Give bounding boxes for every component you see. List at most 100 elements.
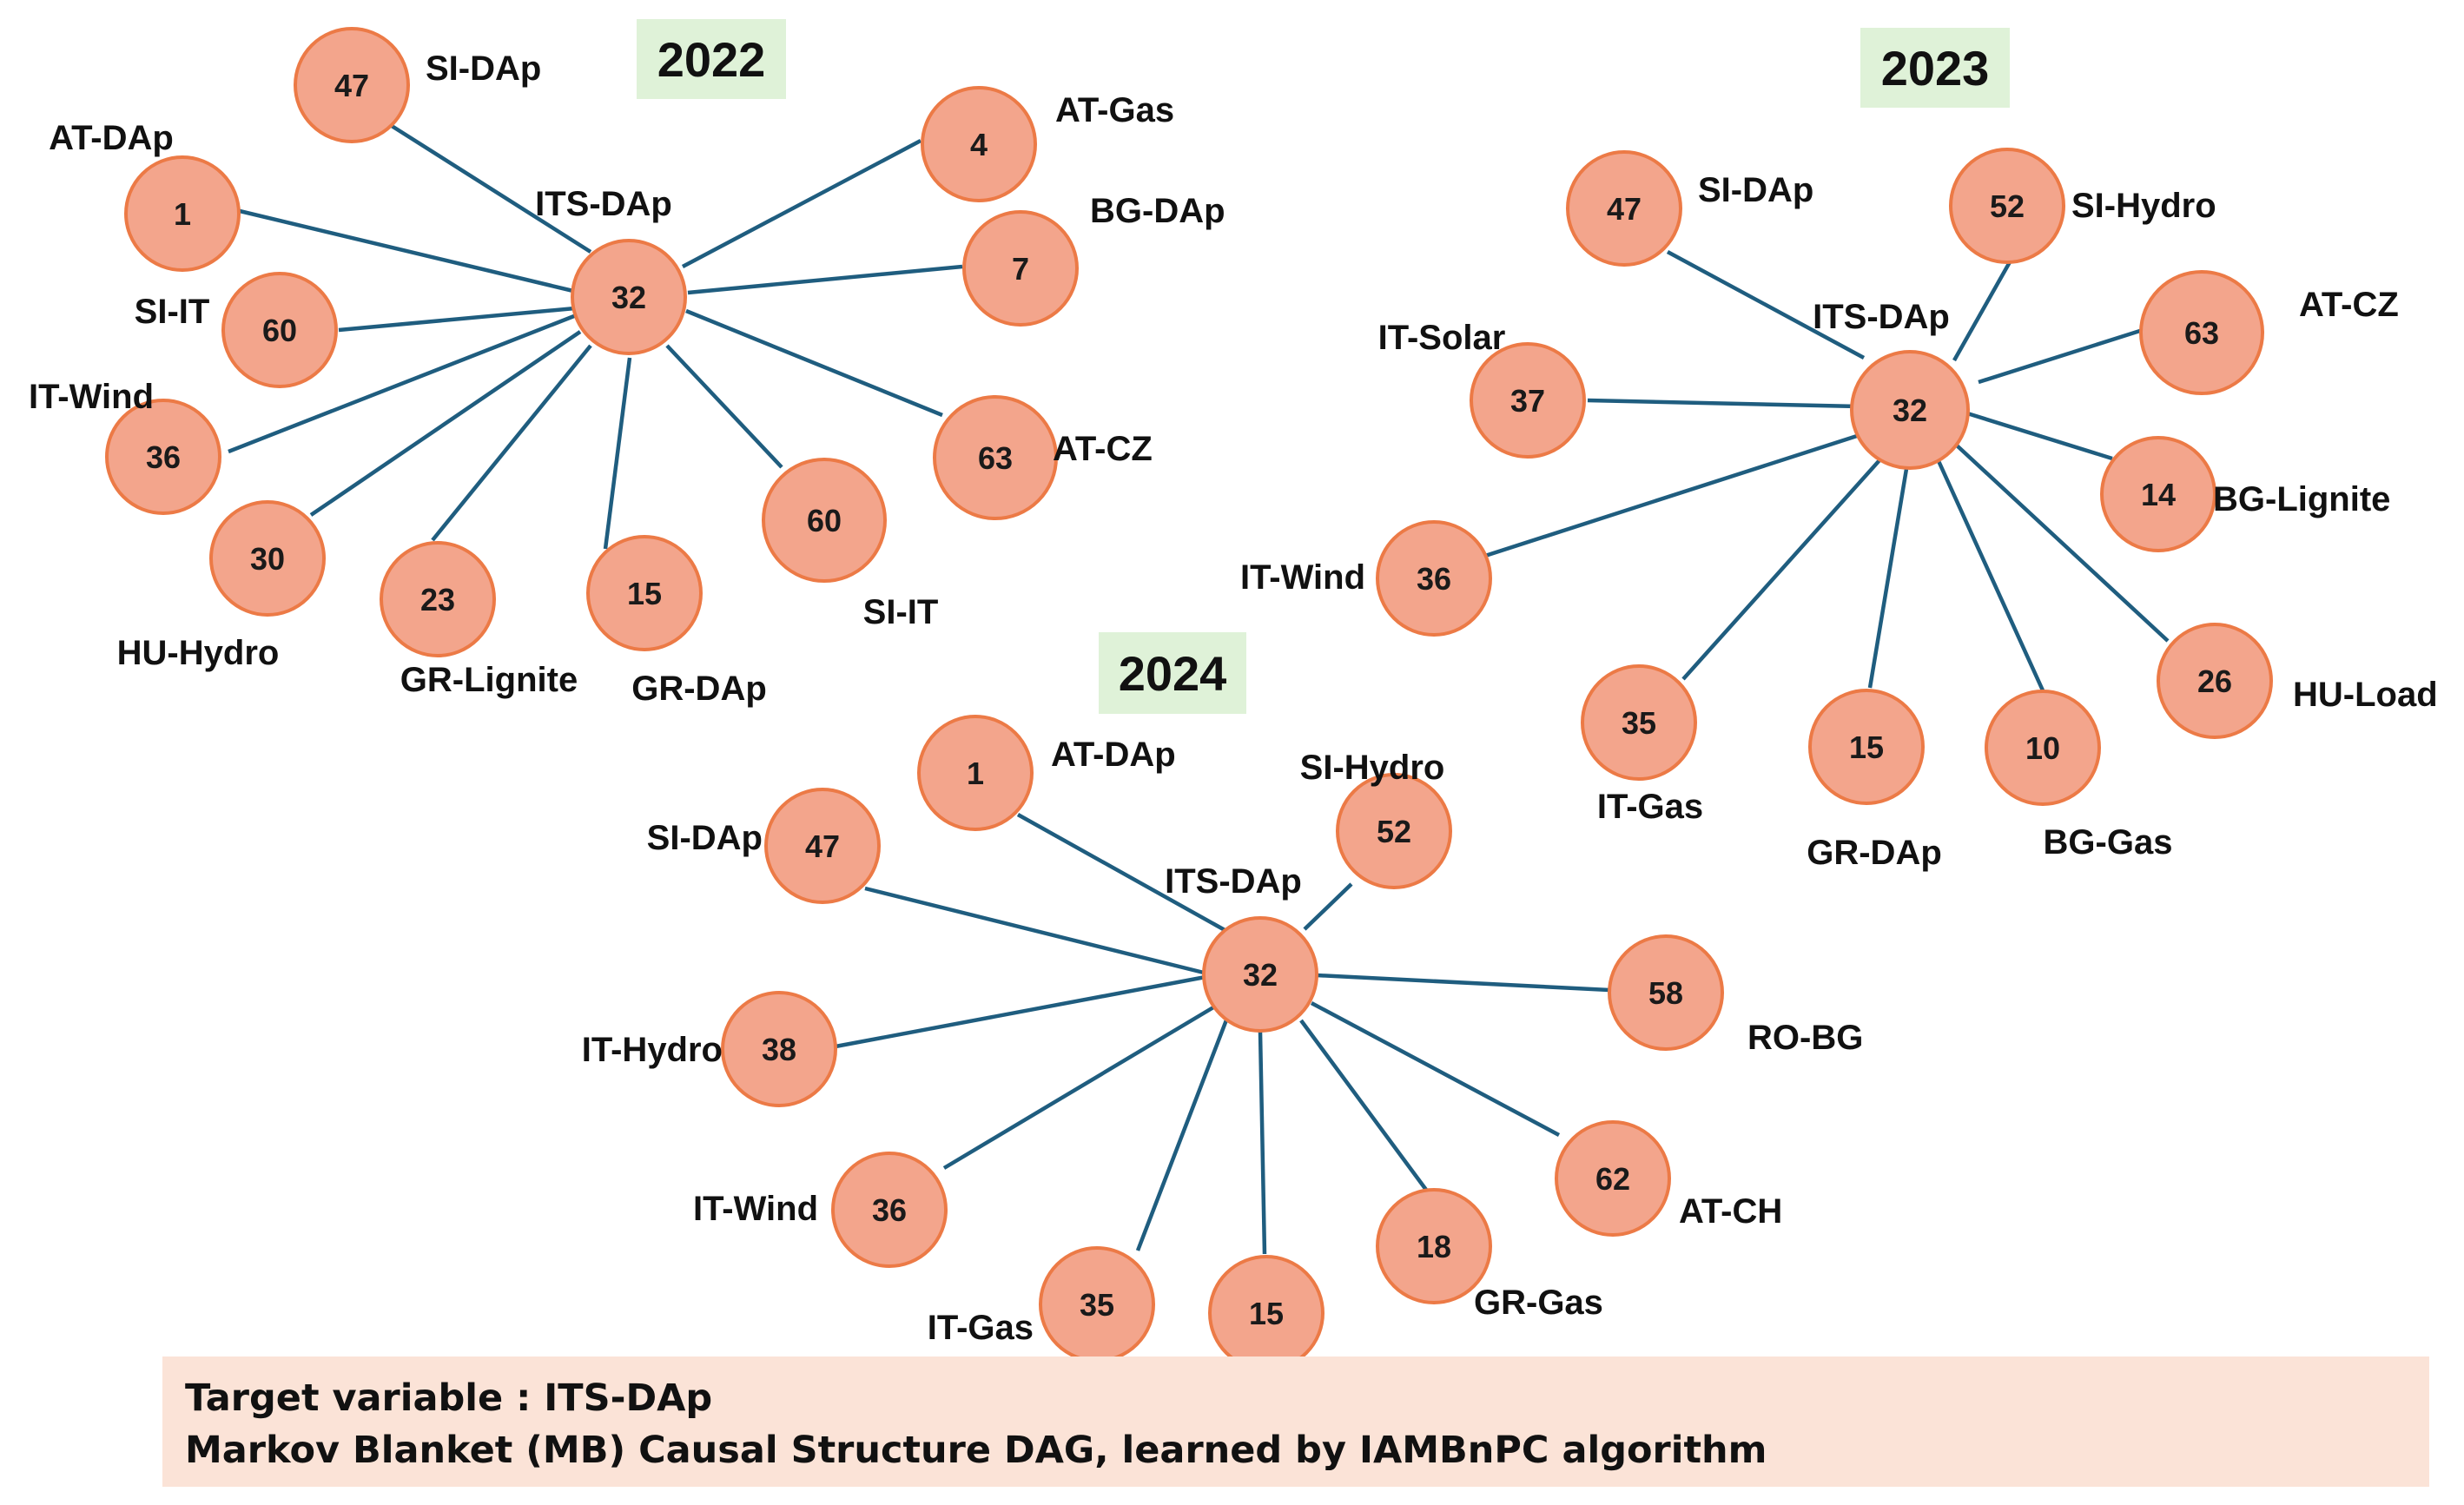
node-2023-bg-lignite-id: 14 (2141, 477, 2176, 512)
node-2022-at-dap: 1 (124, 155, 241, 272)
node-2022-it-wind: 36 (105, 399, 221, 515)
node-2024-it-wind-circle (831, 1152, 948, 1268)
node-2024-it-gas-id: 35 (1080, 1287, 1114, 1323)
node-2024-gr-gas-id: 18 (1417, 1229, 1451, 1264)
node-2022-gr-lignite: 23 (380, 541, 496, 657)
edge-2022-bg-dap-to-center (687, 264, 963, 295)
node-2024-si-hydro-id: 52 (1377, 814, 1411, 849)
node-2023-si-dap: 47 (1566, 150, 1682, 267)
caption-box: Target variable : ITS-DAp Markov Blanket… (162, 1356, 2429, 1487)
node-2023-it-solar: 37 (1470, 342, 1586, 459)
node-2024-it-wind-label: IT-Wind (693, 1190, 818, 1228)
node-2024-at-dap-id: 1 (967, 756, 984, 791)
node-2023-it-wind-label: IT-Wind (1240, 558, 1365, 597)
edge-2023-it-solar-to-center (1587, 398, 1860, 409)
node-2023-si-hydro: 52 (1949, 148, 2065, 264)
edge-2022-it-wind-to-center (228, 312, 579, 454)
edge-2023-at-cz-to-center (1978, 327, 2144, 385)
edge-2022-hu-hydro-to-center (309, 330, 582, 517)
node-2022-at-dap-circle (124, 155, 241, 272)
node-2023-it-solar-id: 37 (1510, 383, 1545, 419)
node-2022-at-dap-id: 1 (174, 196, 191, 232)
node-2024-ro-bg-label: RO-BG (1747, 1019, 1863, 1057)
node-2023-gr-dap-label: GR-DAp (1807, 834, 1942, 872)
node-2023-at-cz-circle (2139, 270, 2264, 395)
node-2022-si-it-label: SI-IT (863, 593, 939, 631)
center-node-2022-label: ITS-DAp (535, 185, 672, 223)
node-2023-hu-load: 26 (2157, 623, 2273, 739)
node-2023-gr-dap-id: 15 (1849, 729, 1884, 765)
center-node-2024: 32 (1202, 916, 1318, 1033)
edge-2024-ro-bg-to-center (1316, 973, 1610, 993)
node-2022-si-it-id: 60 (262, 313, 297, 348)
node-2024-si-hydro-label: SI-Hydro (1300, 749, 1445, 787)
edge-2023-gr-dap-to-center (1867, 468, 1909, 689)
node-2022-at-cz-id: 63 (978, 440, 1013, 476)
center-node-2024-id: 32 (1243, 957, 1278, 993)
node-2022-it-wind-label: IT-Wind (29, 378, 154, 416)
node-2022-gr-dap: 15 (586, 535, 703, 651)
node-2024-it-hydro: 38 (721, 991, 837, 1107)
edge-2023-hu-load-to-center (1954, 443, 2170, 643)
node-2023-it-gas-circle (1581, 664, 1697, 781)
node-2024-si-hydro-circle (1336, 773, 1452, 889)
caption-target-variable: Target variable : ITS-DAp (185, 1376, 713, 1420)
edge-2022-si-dap-to-center (390, 124, 592, 254)
edge-2023-it-gas-to-center (1681, 459, 1881, 681)
edge-2023-it-wind-to-center (1484, 433, 1858, 558)
node-2022-si-it: 60 (762, 458, 887, 583)
node-2023-si-dap-label: SI-DAp (1698, 171, 1813, 209)
center-node-2022-id: 32 (611, 280, 646, 315)
edge-2024-si-hydro-to-center (1303, 882, 1353, 931)
node-2024-si-hydro: 52 (1336, 773, 1452, 889)
node-2022-it-wind-circle (105, 399, 221, 515)
node-2023-it-gas-label: IT-Gas (1597, 788, 1703, 826)
center-node-2023-circle (1850, 350, 1970, 470)
node-2024-gr-dap: 15 (1208, 1255, 1324, 1371)
node-2024-at-ch-circle (1555, 1120, 1671, 1237)
node-2022-at-dap-label: AT-DAp (49, 119, 174, 157)
node-2023-bg-gas-circle (1985, 690, 2101, 806)
center-node-2023: 32 (1850, 350, 1970, 470)
edge-2024-it-hydro-to-center (835, 974, 1206, 1049)
node-2023-it-gas-id: 35 (1622, 705, 1656, 741)
node-2022-hu-hydro: 30 (209, 500, 326, 617)
edge-2024-si-dap-to-center (864, 886, 1212, 977)
node-2024-at-ch: 62 (1555, 1120, 1671, 1237)
edge-2022-gr-dap-to-center (603, 357, 632, 550)
node-2022-si-it-circle (221, 272, 338, 388)
node-2022-bg-dap-circle (962, 210, 1079, 327)
node-2023-it-wind: 36 (1376, 520, 1492, 637)
node-2022-si-dap-circle (294, 27, 410, 143)
center-node-2022: 32 (571, 239, 687, 355)
node-2022-gr-dap-circle (586, 535, 703, 651)
node-2023-gr-dap-circle (1808, 689, 1925, 805)
node-2022-gr-dap-label: GR-DAp (631, 670, 767, 708)
node-2022-hu-hydro-id: 30 (250, 541, 285, 577)
edge-2022-at-gas-to-center (681, 139, 922, 268)
node-2022-si-it-circle (762, 458, 887, 583)
node-2022-at-gas-circle (921, 86, 1037, 202)
edge-2022-si-it-to-center (338, 306, 576, 333)
center-node-2024-circle (1202, 916, 1318, 1033)
node-2024-it-hydro-label: IT-Hydro (582, 1031, 723, 1069)
center-node-2023-id: 32 (1893, 393, 1927, 428)
node-2023-it-solar-label: IT-Solar (1378, 319, 1506, 357)
center-node-2022-circle (571, 239, 687, 355)
node-2023-at-cz-label: AT-CZ (2299, 286, 2399, 324)
node-2023-si-hydro-circle (1949, 148, 2065, 264)
edge-2022-at-cz-to-center (685, 308, 943, 418)
node-2022-si-dap-label: SI-DAp (426, 50, 541, 88)
edge-2023-bg-lignite-to-center (1964, 410, 2113, 461)
node-2024-gr-dap-id: 15 (1249, 1296, 1284, 1331)
node-2024-it-wind-id: 36 (872, 1192, 907, 1228)
node-2024-si-dap-circle (764, 788, 881, 904)
node-2024-at-ch-label: AT-CH (1679, 1192, 1782, 1231)
node-2024-si-dap: 47 (764, 788, 881, 904)
edge-2024-it-gas-to-center (1135, 1017, 1230, 1251)
edge-2023-si-hydro-to-center (1952, 259, 2012, 362)
caption-description: Markov Blanket (MB) Causal Structure DAG… (185, 1429, 1767, 1472)
year-label-2024: 2024 (1099, 632, 1246, 714)
node-2023-si-hydro-label: SI-Hydro (2071, 187, 2216, 225)
node-2022-gr-lignite-circle (380, 541, 496, 657)
